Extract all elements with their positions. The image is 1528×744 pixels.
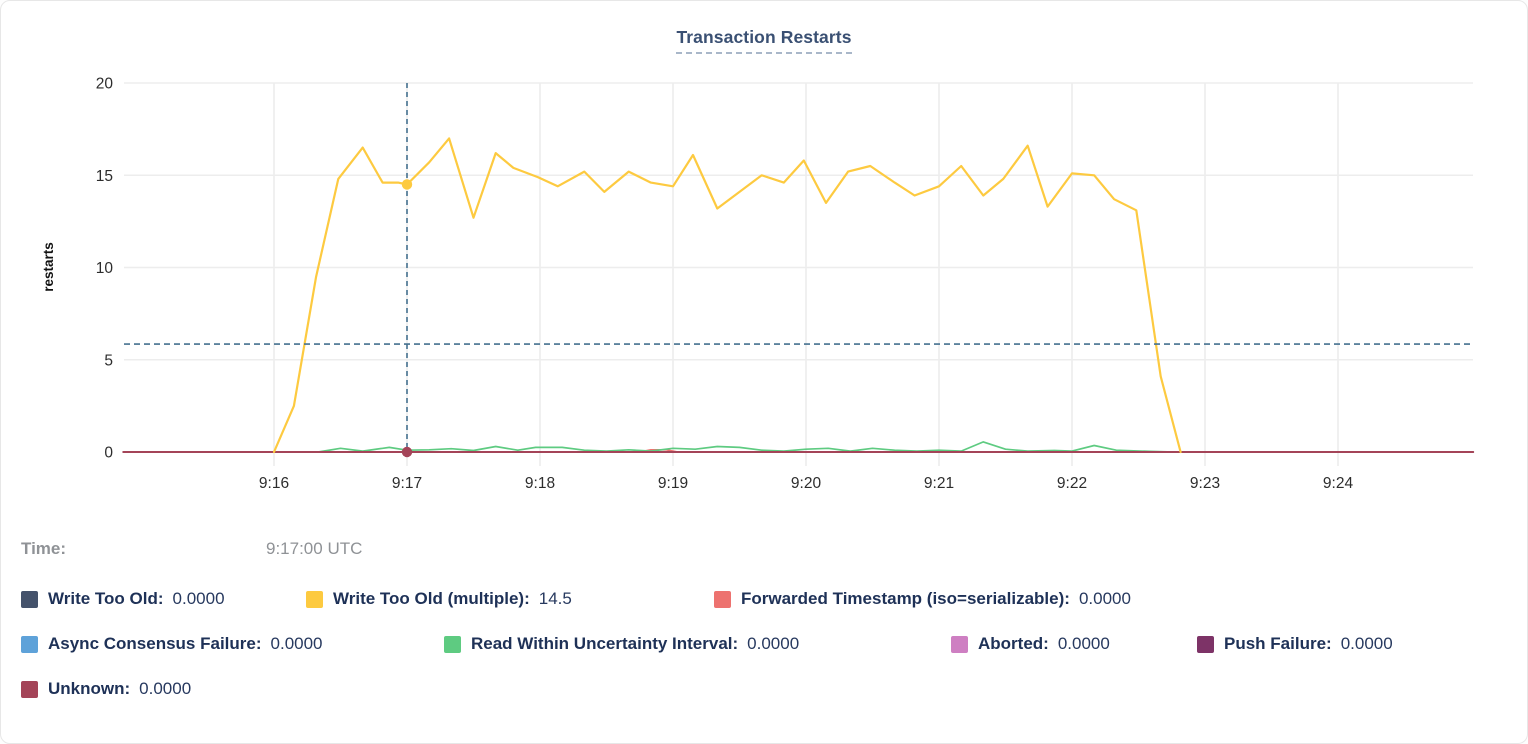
x-axis-tick-label: 9:20 xyxy=(791,475,822,492)
series-swatch-icon xyxy=(21,680,38,698)
y-axis-tick-label: 15 xyxy=(96,168,113,185)
legend-item-aborted[interactable]: Aborted: 0.0000 xyxy=(951,634,1110,654)
time-label: Time: xyxy=(21,539,67,558)
legend-label: Write Too Old (multiple): xyxy=(333,589,530,608)
x-axis-tick-label: 9:21 xyxy=(924,475,954,492)
hover-time-row: Time: 9:17:00 UTC xyxy=(1,539,1527,569)
legend-item-read-within-uncertainty[interactable]: Read Within Uncertainty Interval: 0.0000 xyxy=(444,634,799,654)
legend-row-3: Unknown: 0.0000 xyxy=(1,679,1527,705)
legend-label: Read Within Uncertainty Interval: xyxy=(471,634,739,653)
y-axis-title: restarts xyxy=(41,242,56,292)
legend-value: 0.0000 xyxy=(139,679,192,698)
x-axis-tick-label: 9:23 xyxy=(1190,475,1220,492)
legend-value: 0.0000 xyxy=(747,634,800,653)
x-axis-tick-label: 9:18 xyxy=(525,475,555,492)
legend-label: Async Consensus Failure: xyxy=(48,634,262,653)
legend-value: 0.0000 xyxy=(1340,634,1393,653)
legend-value: 0.0000 xyxy=(172,589,225,608)
y-axis-tick-label: 5 xyxy=(104,352,113,369)
series-swatch-icon xyxy=(21,635,38,653)
hover-point-write_too_old_multiple xyxy=(401,179,413,190)
y-axis-tick-label: 0 xyxy=(104,445,113,462)
legend-label: Write Too Old: xyxy=(48,589,164,608)
series-swatch-icon xyxy=(714,590,731,608)
x-axis-tick-label: 9:16 xyxy=(259,475,289,492)
series-line-read_within_uncertainty xyxy=(122,441,1475,453)
legend-row-1: Write Too Old: 0.0000 Write Too Old (mul… xyxy=(1,589,1527,615)
chart-title[interactable]: Transaction Restarts xyxy=(676,27,852,54)
legend-item-async-consensus-failure[interactable]: Async Consensus Failure: 0.0000 xyxy=(21,634,323,654)
legend-item-push-failure[interactable]: Push Failure: 0.0000 xyxy=(1197,634,1393,654)
series-swatch-icon xyxy=(1197,635,1214,653)
legend-value: 14.5 xyxy=(538,589,572,608)
y-axis-tick-label: 20 xyxy=(96,76,114,93)
chart-canvas[interactable]: 0 5 10 15 20 9:16 9:17 9:18 9:19 9:20 9:21 9:22 9:23… xyxy=(1,1,1527,526)
legend-label: Aborted: xyxy=(978,634,1049,653)
legend-item-forwarded-timestamp[interactable]: Forwarded Timestamp (iso=serializable): … xyxy=(714,589,1131,609)
series-swatch-icon xyxy=(21,590,38,608)
series-swatch-icon xyxy=(951,635,968,653)
legend-label: Push Failure: xyxy=(1224,634,1332,653)
chart-header: Transaction Restarts xyxy=(1,27,1527,54)
legend-item-write-too-old-multiple[interactable]: Write Too Old (multiple): 14.5 xyxy=(306,589,572,609)
x-axis-tick-label: 9:19 xyxy=(658,475,688,492)
hover-point-unknown xyxy=(401,446,413,458)
x-axis-tick-label: 9:17 xyxy=(392,475,422,492)
legend-value: 0.0000 xyxy=(270,634,323,653)
y-axis-tick-label: 10 xyxy=(96,260,114,277)
x-axis-tick-label: 9:22 xyxy=(1057,475,1087,492)
legend-row-2: Async Consensus Failure: 0.0000 Read Wit… xyxy=(1,634,1527,660)
series-swatch-icon xyxy=(444,635,461,653)
legend-item-unknown[interactable]: Unknown: 0.0000 xyxy=(21,679,191,699)
legend-label: Unknown: xyxy=(48,679,131,698)
legend-value: 0.0000 xyxy=(1078,589,1131,608)
legend-label: Forwarded Timestamp (iso=serializable): xyxy=(741,589,1070,608)
legend-value: 0.0000 xyxy=(1057,634,1110,653)
series-swatch-icon xyxy=(306,590,323,608)
x-axis-tick-label: 9:24 xyxy=(1323,475,1354,492)
legend-item-write-too-old[interactable]: Write Too Old: 0.0000 xyxy=(21,589,225,609)
time-value: 9:17:00 UTC xyxy=(266,539,363,558)
